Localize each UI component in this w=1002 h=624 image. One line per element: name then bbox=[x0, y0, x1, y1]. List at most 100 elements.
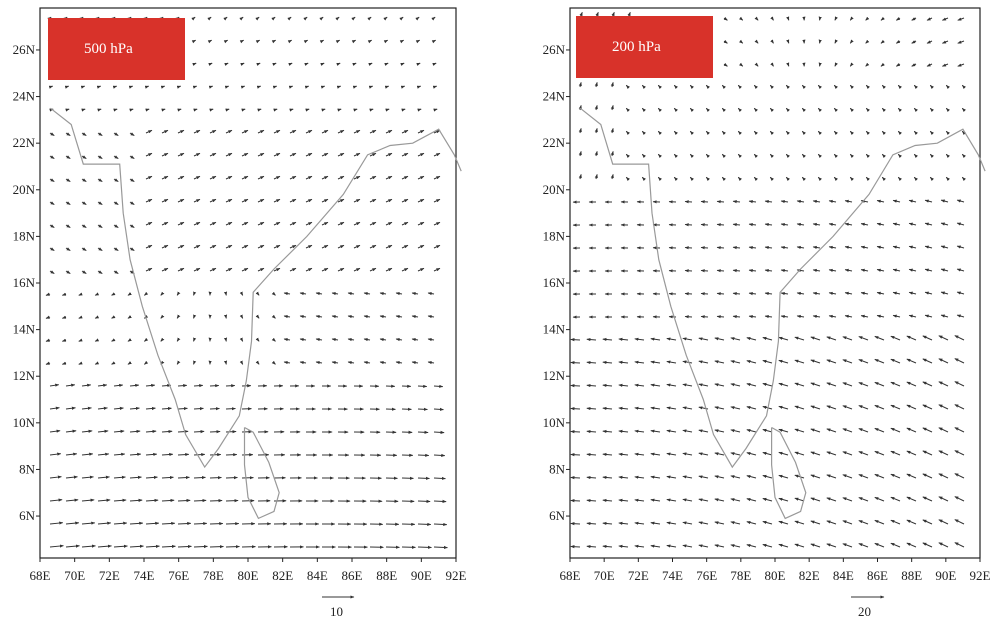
wind-vector bbox=[586, 498, 597, 503]
wind-vector bbox=[650, 360, 661, 364]
wind-vector bbox=[81, 498, 95, 502]
wind-vector bbox=[411, 338, 419, 342]
wind-vector bbox=[634, 498, 645, 502]
wind-vector bbox=[225, 129, 233, 134]
wind-vector bbox=[881, 107, 886, 112]
wind-vector bbox=[673, 130, 678, 135]
wind-vector bbox=[176, 85, 182, 89]
wind-vector bbox=[610, 128, 614, 134]
wind-vector bbox=[826, 336, 837, 341]
wind-vector bbox=[700, 269, 709, 273]
wind-vector bbox=[159, 16, 164, 21]
wind-vector bbox=[849, 39, 854, 44]
wind-vector bbox=[730, 498, 741, 502]
wind-vector bbox=[657, 130, 662, 135]
wind-vector bbox=[641, 130, 646, 135]
wind-vector bbox=[906, 473, 917, 479]
wind-vector bbox=[942, 63, 949, 67]
wind-vector bbox=[303, 16, 308, 21]
wind-vector bbox=[193, 384, 204, 388]
wind-vector bbox=[113, 383, 124, 387]
wind-vector bbox=[865, 62, 870, 67]
wind-vector bbox=[778, 451, 789, 456]
wind-vector bbox=[49, 521, 64, 525]
wind-vector bbox=[810, 405, 821, 410]
wind-vector bbox=[897, 107, 902, 112]
wind-vector bbox=[578, 151, 582, 157]
wind-vector bbox=[289, 129, 297, 134]
wind-vector bbox=[810, 382, 821, 387]
level-label-box bbox=[48, 18, 185, 80]
wind-vector bbox=[716, 223, 725, 227]
wind-vector bbox=[780, 314, 789, 319]
wind-vector bbox=[225, 108, 230, 112]
wind-vector bbox=[650, 521, 661, 525]
wind-vector bbox=[353, 108, 358, 112]
wind-vector bbox=[849, 176, 854, 181]
wind-vector bbox=[842, 359, 853, 364]
wind-vector bbox=[208, 62, 213, 66]
wind-vector bbox=[924, 314, 933, 318]
wind-vector bbox=[748, 292, 757, 296]
x-tick-label: 68E bbox=[30, 568, 51, 583]
wind-vector bbox=[730, 452, 741, 456]
wind-vector bbox=[812, 268, 821, 273]
y-tick-label: 22N bbox=[13, 135, 36, 150]
wind-vector bbox=[129, 429, 141, 434]
wind-vector bbox=[890, 519, 901, 525]
wind-vector bbox=[289, 152, 297, 157]
wind-vector bbox=[241, 244, 249, 249]
wind-vector bbox=[945, 176, 950, 181]
wind-vector bbox=[257, 244, 265, 249]
wind-vector bbox=[385, 129, 393, 134]
wind-vector bbox=[127, 361, 132, 365]
wind-vector bbox=[81, 544, 96, 548]
wind-vector bbox=[94, 292, 100, 296]
wind-vector bbox=[634, 429, 645, 433]
wind-vector bbox=[209, 407, 220, 411]
wind-vector bbox=[160, 337, 165, 342]
wind-vector bbox=[321, 129, 329, 134]
wind-vector bbox=[239, 360, 244, 365]
coastline bbox=[50, 107, 462, 520]
wind-vector bbox=[94, 361, 100, 365]
wind-vector bbox=[283, 315, 291, 319]
wind-vector bbox=[849, 84, 854, 89]
wind-vector bbox=[926, 63, 933, 67]
wind-vector bbox=[570, 430, 581, 434]
wind-vector bbox=[874, 335, 885, 341]
wind-vector bbox=[698, 360, 709, 364]
wind-vector bbox=[650, 498, 661, 502]
wind-vector bbox=[385, 108, 390, 112]
wind-vector bbox=[177, 152, 185, 157]
wind-vector bbox=[225, 198, 233, 203]
wind-vector bbox=[176, 314, 181, 319]
wind-vector bbox=[351, 39, 357, 44]
wind-vector bbox=[860, 268, 869, 272]
wind-vector bbox=[922, 404, 933, 410]
wind-vector bbox=[337, 108, 342, 112]
x-tick-label: 80E bbox=[238, 568, 259, 583]
wind-vector bbox=[874, 381, 885, 387]
wind-vector bbox=[283, 292, 291, 296]
wind-vector bbox=[634, 521, 645, 525]
x-tick-label: 92E bbox=[446, 568, 467, 583]
wind-vector bbox=[433, 522, 448, 527]
wind-vector bbox=[241, 267, 249, 272]
wind-vector bbox=[192, 85, 198, 89]
wind-vector bbox=[49, 475, 62, 479]
wind-vector bbox=[929, 107, 934, 112]
wind-vector bbox=[305, 152, 313, 157]
wind-vector bbox=[347, 315, 355, 319]
wind-vector bbox=[369, 108, 374, 112]
wind-vector bbox=[828, 268, 837, 272]
wind-vector bbox=[796, 245, 805, 250]
wind-vector bbox=[161, 498, 175, 503]
wind-vector bbox=[880, 39, 885, 44]
wind-vector bbox=[641, 84, 646, 89]
wind-vector bbox=[794, 451, 805, 456]
wind-vector bbox=[938, 450, 949, 456]
wind-vector bbox=[716, 200, 725, 204]
wind-vector bbox=[924, 245, 933, 249]
wind-vector bbox=[411, 315, 419, 319]
